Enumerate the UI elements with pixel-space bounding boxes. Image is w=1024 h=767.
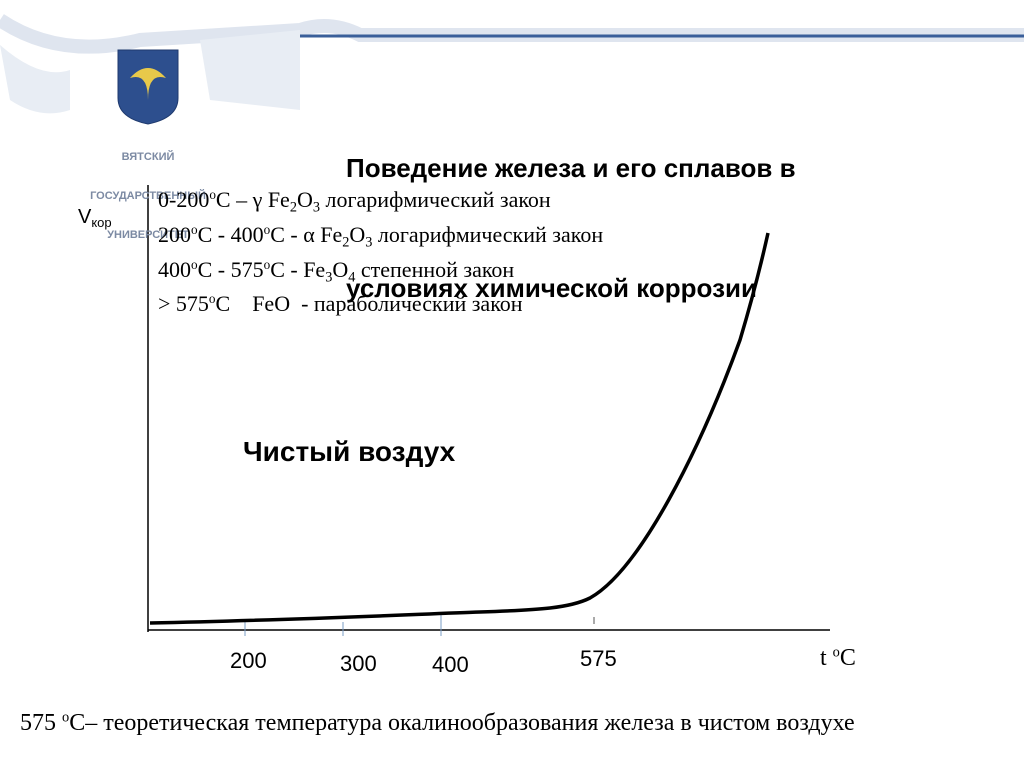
law: 0-200oC – γ Fe2O3 логарифмический закон (158, 187, 551, 216)
law-text: 200 (158, 222, 191, 247)
law-sup: o (208, 291, 216, 307)
law-sub: 3 (312, 199, 321, 216)
law-text: 400 (158, 257, 191, 282)
university-name: ВЯТСКИЙ ГОСУДАРСТВЕННЫЙ УНИВЕРСИТЕТ (68, 125, 228, 255)
footnote: 575 oC– теоретическая температура окалин… (20, 710, 855, 737)
law-text: O (332, 257, 349, 282)
law-text: > 575 (158, 291, 209, 316)
crest-bird (130, 68, 166, 100)
x-label: t oC (820, 645, 856, 672)
law-text: O (349, 222, 366, 247)
footnote-text: 575 (20, 710, 62, 736)
x-tick-label: 575 (580, 646, 617, 671)
title: Поведение железа и его сплавов в условия… (346, 68, 796, 348)
law-sup: o (263, 257, 271, 273)
university-line: УНИВЕРСИТЕТ (107, 229, 189, 241)
law-text: C - 400 (197, 222, 264, 247)
footnote-sup: o (62, 709, 70, 726)
law-text: O (296, 187, 313, 212)
law-text: логарифмический закон (372, 222, 604, 247)
x-label-sup: o (832, 644, 840, 661)
law-sub: 2 (342, 234, 350, 251)
law-sup: o (191, 222, 198, 238)
university-line: ГОСУДАРСТВЕННЫЙ (90, 190, 206, 202)
law-text: 0-200 (158, 187, 210, 212)
footnote-text: C– теоретическая температура окалинообра… (69, 710, 855, 736)
law: > 575oC FeO - параболический закон (158, 292, 523, 316)
law-sub: 2 (289, 199, 297, 216)
law-text: C – γ Fe (215, 187, 290, 212)
x-tick-label: 200 (230, 648, 267, 673)
law-text: C - 575 (197, 257, 264, 282)
law-text: логарифмический закон (320, 187, 551, 212)
law-text: C - Fe (270, 257, 326, 282)
title-line: Поведение железа и его сплавов в (346, 153, 796, 183)
law-sup: o (263, 222, 271, 238)
university-line: ВЯТСКИЙ (121, 151, 175, 163)
title-line: условиях химической коррозии (346, 273, 757, 303)
x-tick-label: 400 (432, 652, 469, 677)
y-label-text: V (78, 206, 92, 228)
y-label: Vкор (78, 206, 112, 229)
law-text: C FeO - параболический закон (215, 291, 523, 316)
law-sup: o (209, 187, 216, 203)
law-text: C - α Fe (270, 222, 343, 247)
ribbon-fold (0, 45, 70, 114)
ribbon-fold (200, 30, 300, 110)
y-label-sub: кор (91, 214, 112, 230)
law-text: степенной закон (355, 257, 515, 282)
law-sub: 4 (348, 269, 356, 286)
x-label-text: C (839, 645, 856, 671)
x-tick-label: 300 (340, 651, 377, 676)
law-sub: 3 (365, 234, 373, 251)
law-sup: o (191, 257, 198, 273)
ribbon (0, 14, 1024, 54)
law-sub: 3 (325, 269, 333, 286)
law: 200oC - 400oC - α Fe2O3 логарифмический … (158, 222, 604, 251)
annotation: Чистый воздух (243, 436, 456, 467)
law: 400oC - 575oC - Fe3O4 степенной закон (158, 257, 515, 286)
x-label-text: t (820, 645, 833, 671)
corrosion-curve (149, 232, 770, 625)
